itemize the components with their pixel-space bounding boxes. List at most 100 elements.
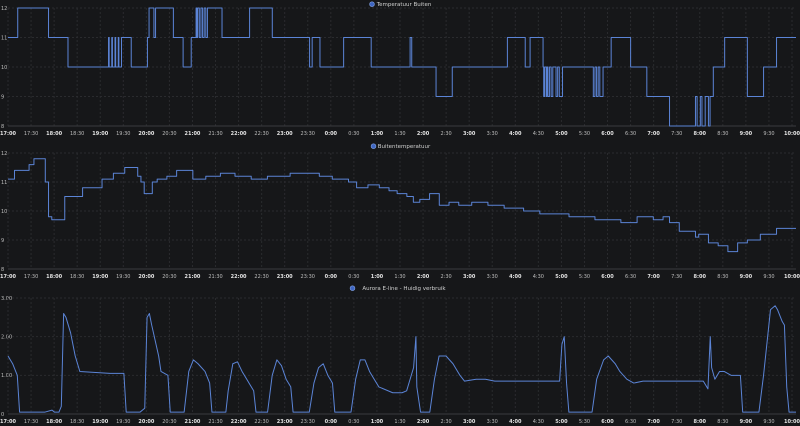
x-tick-label: 6:30 bbox=[625, 131, 636, 137]
x-tick-label: 23:30 bbox=[301, 274, 315, 280]
x-tick-label: 0:30 bbox=[348, 274, 359, 280]
x-tick-label: 7:00 bbox=[647, 131, 660, 137]
x-tick-label: 8:30 bbox=[717, 274, 728, 280]
x-tick-label: 21:30 bbox=[208, 274, 222, 280]
x-tick-label: 17:00 bbox=[0, 274, 16, 280]
x-tick-label: 2:30 bbox=[441, 274, 452, 280]
x-tick-label: 3:00 bbox=[463, 131, 476, 137]
series-line bbox=[7, 305, 796, 413]
y-tick-label: 8 bbox=[1, 124, 4, 130]
legend-swatch-icon bbox=[369, 1, 375, 7]
legend[interactable]: Buitentemperatuur bbox=[370, 143, 431, 150]
y-tick-label: 10 bbox=[1, 65, 7, 71]
x-tick-label: 7:30 bbox=[671, 274, 682, 280]
x-tick-label: 8:30 bbox=[717, 131, 728, 137]
x-tick-label: 3:00 bbox=[463, 419, 476, 425]
legend-label: Temperatuur Buiten bbox=[376, 2, 432, 8]
x-tick-label: 3:30 bbox=[487, 419, 498, 425]
x-tick-label: 8:00 bbox=[694, 274, 707, 280]
x-tick-label: 4:30 bbox=[533, 274, 544, 280]
x-tick-label: 6:30 bbox=[625, 274, 636, 280]
x-tick-label: 2:00 bbox=[417, 274, 430, 280]
x-tick-label: 22:30 bbox=[254, 419, 268, 425]
y-tick-label: 12 bbox=[1, 6, 7, 12]
x-tick-label: 22:30 bbox=[254, 131, 268, 137]
legend-label: Aurora E-line - Huidig verbruik bbox=[362, 286, 446, 292]
x-tick-label: 22:30 bbox=[254, 274, 268, 280]
x-tick-label: 5:30 bbox=[579, 419, 590, 425]
x-tick-label: 4:00 bbox=[509, 419, 522, 425]
x-tick-label: 19:30 bbox=[116, 419, 130, 425]
x-tick-label: 8:00 bbox=[694, 131, 707, 137]
x-tick-label: 3:30 bbox=[487, 274, 498, 280]
x-tick-label: 3:30 bbox=[487, 131, 498, 137]
x-tick-label: 19:00 bbox=[92, 419, 108, 425]
x-tick-label: 10:00 bbox=[784, 419, 800, 425]
x-tick-label: 4:30 bbox=[533, 131, 544, 137]
x-tick-label: 21:00 bbox=[185, 274, 201, 280]
x-tick-label: 5:00 bbox=[555, 419, 568, 425]
y-tick-label: 2.00 bbox=[1, 334, 12, 340]
y-tick-label: 11 bbox=[1, 180, 7, 186]
x-tick-label: 8:30 bbox=[717, 419, 728, 425]
y-tick-label: 9 bbox=[1, 94, 4, 100]
x-tick-label: 21:00 bbox=[185, 419, 201, 425]
x-tick-label: 4:00 bbox=[509, 274, 522, 280]
x-tick-label: 5:00 bbox=[555, 131, 568, 137]
x-tick-label: 7:00 bbox=[647, 274, 660, 280]
x-tick-label: 20:30 bbox=[162, 131, 176, 137]
x-tick-label: 8:00 bbox=[694, 419, 707, 425]
x-tick-label: 0:00 bbox=[325, 274, 338, 280]
x-tick-label: 2:00 bbox=[417, 419, 430, 425]
x-tick-label: 23:00 bbox=[277, 131, 293, 137]
x-tick-label: 7:30 bbox=[671, 419, 682, 425]
x-tick-label: 20:30 bbox=[162, 419, 176, 425]
x-tick-label: 2:30 bbox=[441, 131, 452, 137]
x-tick-label: 20:00 bbox=[138, 131, 154, 137]
x-tick-label: 1:30 bbox=[394, 131, 405, 137]
y-tick-label: 3.00 bbox=[1, 296, 12, 302]
y-tick-label: 11 bbox=[1, 35, 7, 41]
x-tick-label: 1:00 bbox=[371, 419, 384, 425]
x-tick-label: 18:30 bbox=[70, 419, 84, 425]
chart-aurora-verbruik: Aurora E-line - Huidig verbruik 3.00 2.00 1… bbox=[0, 285, 800, 425]
y-tick-label: 12 bbox=[1, 151, 7, 157]
x-tick-label: 19:30 bbox=[116, 131, 130, 137]
legend[interactable]: Aurora E-line - Huidig verbruik bbox=[349, 285, 446, 292]
legend[interactable]: Temperatuur Buiten bbox=[369, 1, 432, 8]
x-tick-label: 22:00 bbox=[231, 419, 247, 425]
x-tick-label: 9:30 bbox=[763, 274, 774, 280]
x-tick-label: 10:00 bbox=[784, 274, 800, 280]
legend-label: Buitentemperatuur bbox=[378, 144, 431, 150]
x-tick-label: 1:30 bbox=[394, 419, 405, 425]
x-tick-label: 1:00 bbox=[371, 274, 384, 280]
x-tick-label: 23:30 bbox=[301, 131, 315, 137]
x-tick-label: 23:00 bbox=[277, 274, 293, 280]
x-tick-label: 5:30 bbox=[579, 131, 590, 137]
x-tick-label: 9:30 bbox=[763, 419, 774, 425]
x-tick-label: 5:30 bbox=[579, 274, 590, 280]
x-tick-label: 17:30 bbox=[24, 419, 38, 425]
x-tick-label: 17:30 bbox=[24, 274, 38, 280]
chart-buitentemperatuur: Buitentemperatuur 12 11 10 9 817:00 17:30 18:00… bbox=[0, 143, 800, 280]
x-tick-label: 2:00 bbox=[417, 131, 430, 137]
x-tick-label: 9:00 bbox=[740, 274, 753, 280]
x-tick-label: 6:00 bbox=[601, 274, 614, 280]
legend-swatch-icon bbox=[370, 143, 377, 149]
series-line bbox=[8, 158, 796, 253]
x-tick-label: 4:30 bbox=[533, 419, 544, 425]
x-tick-label: 21:30 bbox=[208, 131, 222, 137]
x-tick-label: 17:00 bbox=[0, 131, 16, 137]
x-tick-label: 0:00 bbox=[325, 131, 338, 137]
y-tick-label: 10 bbox=[1, 209, 7, 215]
x-tick-label: 1:00 bbox=[371, 131, 384, 137]
x-tick-label: 19:30 bbox=[116, 274, 130, 280]
x-tick-label: 0:30 bbox=[348, 131, 359, 137]
y-tick-label: 0 bbox=[1, 412, 4, 418]
x-tick-label: 18:00 bbox=[46, 131, 62, 137]
x-tick-label: 18:30 bbox=[70, 131, 84, 137]
legend-swatch-icon bbox=[349, 285, 356, 291]
x-tick-label: 9:30 bbox=[763, 131, 774, 137]
x-tick-label: 0:00 bbox=[325, 419, 338, 425]
